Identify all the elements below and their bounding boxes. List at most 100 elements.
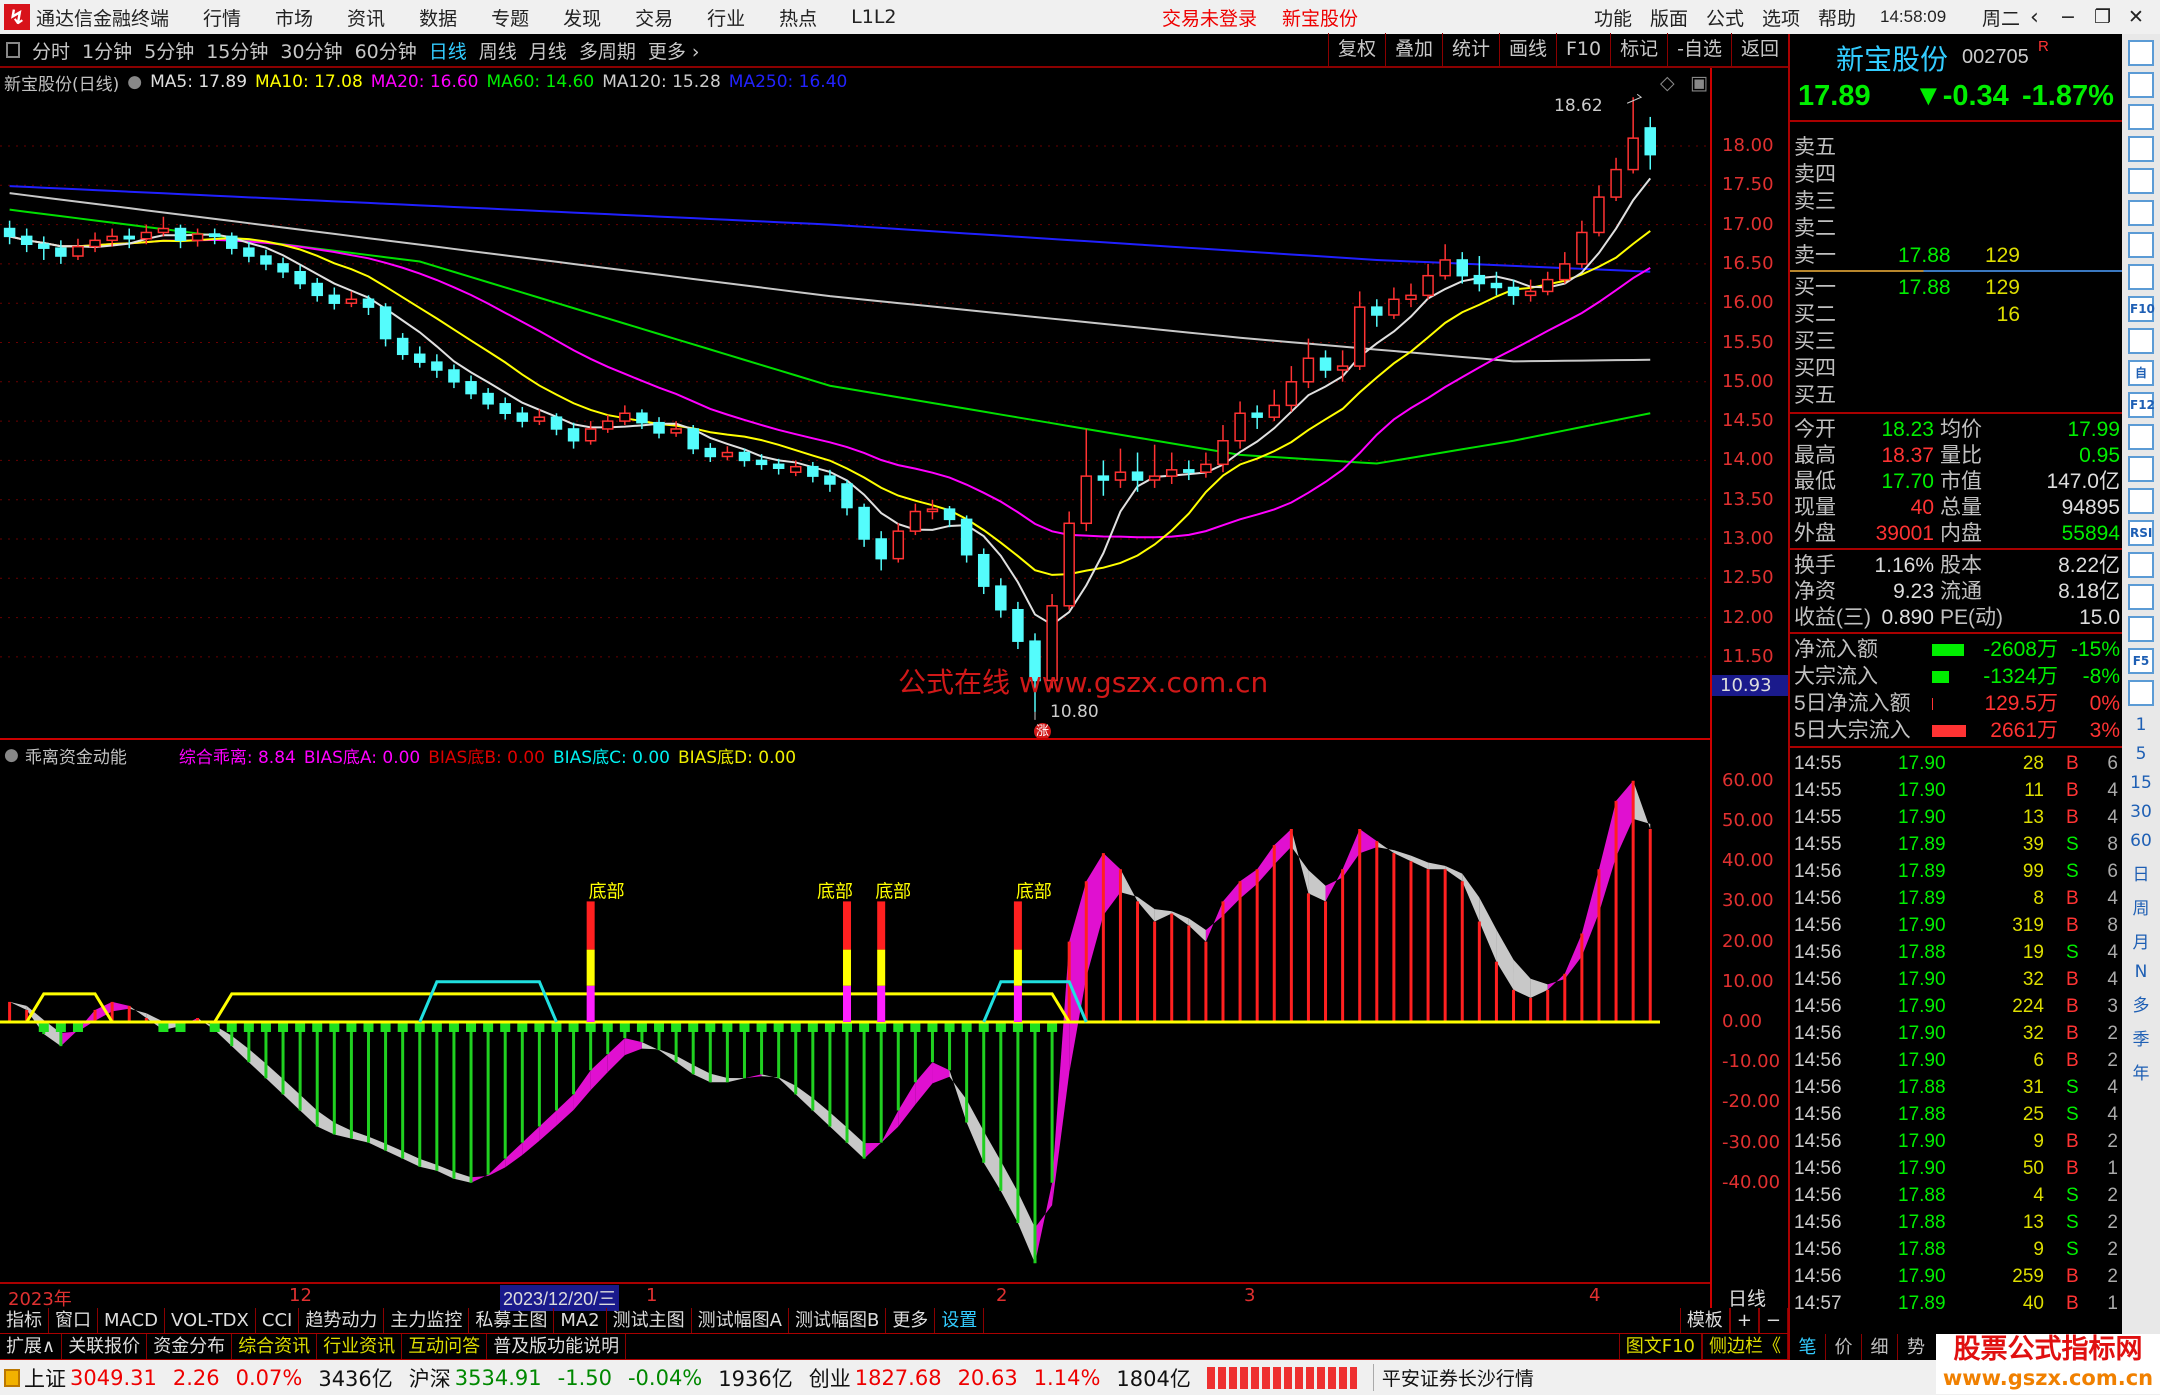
circle-icon[interactable] — [2128, 456, 2154, 482]
mark-button[interactable]: 标记 — [1610, 33, 1667, 67]
period-shortcut[interactable]: 60 — [2130, 831, 2152, 851]
remove-watchlist-button[interactable]: -自选 — [1667, 33, 1731, 67]
indicator-tab[interactable]: MA2 — [554, 1308, 607, 1333]
indicator-tab[interactable]: 私募主图 — [469, 1308, 555, 1333]
extension-tab[interactable]: 行业资讯 — [317, 1334, 403, 1359]
indicator-tab[interactable]: 测试幅图A — [692, 1308, 789, 1333]
cy-label[interactable]: 创业 — [808, 1366, 851, 1391]
template-control[interactable]: + — [1729, 1308, 1759, 1333]
period-weekly[interactable]: 周线 — [478, 40, 517, 63]
table-icon[interactable] — [2128, 168, 2154, 194]
trade-status[interactable]: 交易未登录 — [1162, 7, 1258, 30]
left-arrow-icon[interactable] — [2128, 40, 2154, 66]
period-more[interactable]: 更多 › — [647, 40, 700, 63]
indicator-title[interactable]: 乖离资金动能 — [24, 747, 127, 768]
indicator-tab[interactable]: 趋势动力 — [299, 1308, 385, 1333]
sh-label[interactable]: 上证 — [24, 1366, 66, 1391]
sidebar-control[interactable]: 侧边栏《 — [1702, 1334, 1788, 1359]
indicator-tab[interactable]: VOL-TDX — [165, 1308, 256, 1333]
minimize-button[interactable]: − — [2060, 6, 2076, 28]
extension-tab[interactable]: 关联报价 — [62, 1334, 148, 1359]
indicator-tab[interactable]: 测试主图 — [607, 1308, 692, 1333]
menu-faxian[interactable]: 发现 — [563, 7, 602, 30]
up-arrow-icon[interactable] — [2128, 72, 2154, 98]
panel-toggle-icon[interactable] — [6, 42, 20, 58]
indicator-tab[interactable]: 主力监控 — [384, 1308, 470, 1333]
extension-tab[interactable]: 资金分布 — [147, 1334, 233, 1359]
move-icon[interactable] — [2128, 584, 2154, 610]
menu-gongneng[interactable]: 功能 — [1594, 7, 1633, 30]
line-chart-icon[interactable] — [2128, 200, 2154, 226]
wave-icon[interactable] — [2128, 488, 2154, 514]
extension-tab[interactable]: 扩展∧ — [0, 1334, 63, 1359]
menu-jiaoyi[interactable]: 交易 — [635, 7, 674, 30]
period-shortcut[interactable]: N — [2134, 962, 2148, 982]
period-shortcut[interactable]: 月 — [2132, 933, 2150, 953]
hs-label[interactable]: 沪深 — [408, 1366, 451, 1391]
close-button[interactable]: ✕ — [2128, 6, 2144, 28]
indicator-tab[interactable]: 设置 — [935, 1308, 985, 1333]
menu-zixun[interactable]: 资讯 — [347, 7, 386, 30]
period-shortcut[interactable]: 1 — [2135, 715, 2147, 735]
period-shortcut[interactable]: 季 — [2132, 1030, 2150, 1050]
template-control[interactable]: 模板 — [1679, 1308, 1730, 1333]
period-multi[interactable]: 多周期 — [578, 40, 636, 63]
money-icon[interactable] — [2128, 552, 2154, 578]
sidebar-control[interactable]: 图文F10 — [1618, 1334, 1702, 1359]
overlay-button[interactable]: 叠加 — [1384, 33, 1442, 67]
f12-icon[interactable]: F12 — [2128, 392, 2155, 418]
tab-price[interactable]: 价 — [1826, 1334, 1862, 1360]
period-60min[interactable]: 60分钟 — [354, 40, 417, 63]
market-icon[interactable] — [4, 1368, 20, 1387]
fuquan-button[interactable]: 复权 — [1327, 33, 1385, 67]
menu-zhuanti[interactable]: 专题 — [491, 7, 530, 30]
period-shortcut[interactable]: 日 — [2132, 865, 2150, 885]
tab-trades[interactable]: 笔 — [1790, 1334, 1826, 1360]
menu-hangye[interactable]: 行业 — [707, 7, 746, 30]
period-shortcut[interactable]: 30 — [2130, 802, 2152, 822]
restore-button[interactable]: ❐ — [2094, 6, 2112, 28]
stats-button[interactable]: 统计 — [1441, 33, 1499, 67]
indicator-tab[interactable]: 更多 — [886, 1308, 936, 1333]
template-control[interactable]: − — [1758, 1308, 1788, 1333]
back-icon[interactable]: ‹ — [2030, 4, 2039, 30]
period-5min[interactable]: 5分钟 — [144, 40, 195, 63]
extension-tab[interactable]: 普及版功能说明 — [487, 1334, 627, 1359]
period-daily[interactable]: 日线 — [428, 40, 467, 63]
draw-button[interactable]: 画线 — [1498, 33, 1556, 67]
tab-detail[interactable]: 细 — [1862, 1334, 1898, 1360]
extension-tab[interactable]: 互动问答 — [402, 1334, 488, 1359]
refresh-icon[interactable] — [2128, 680, 2154, 706]
formula-icon[interactable] — [2128, 424, 2154, 450]
indicator-tab[interactable]: 指标 — [0, 1308, 49, 1333]
indicator-tab[interactable]: 窗口 — [49, 1308, 98, 1333]
period-30min[interactable]: 30分钟 — [280, 40, 343, 63]
pencil-icon[interactable] — [2128, 616, 2154, 642]
menu-hangqing[interactable]: 行情 — [203, 7, 242, 30]
report-icon[interactable] — [2128, 136, 2154, 162]
tree-icon[interactable] — [2128, 328, 2154, 354]
window-icon[interactable]: ▣ — [1690, 72, 1708, 94]
indicator-tab[interactable]: CCI — [256, 1308, 300, 1333]
menu-bangzhu[interactable]: 帮助 — [1818, 7, 1857, 30]
period-shortcut[interactable]: 周 — [2132, 899, 2150, 919]
f5-icon[interactable]: F5 — [2128, 648, 2154, 674]
indicator-tab[interactable]: MACD — [98, 1308, 165, 1333]
pane-divider[interactable] — [0, 738, 1710, 740]
period-shortcut[interactable]: 年 — [2132, 1064, 2150, 1084]
down-arrow-icon[interactable] — [2128, 104, 2154, 130]
extension-tab[interactable]: 综合资讯 — [232, 1334, 318, 1359]
period-1min[interactable]: 1分钟 — [82, 40, 133, 63]
f10-button[interactable]: F10 — [1556, 33, 1610, 67]
menu-gongshi[interactable]: 公式 — [1706, 7, 1745, 30]
diamond-icon[interactable]: ◇ — [1660, 72, 1675, 94]
windows-icon[interactable] — [2128, 264, 2154, 290]
period-shortcut[interactable]: 15 — [2130, 773, 2152, 793]
period-shortcut[interactable]: 多 — [2132, 996, 2150, 1016]
candle-chart-icon[interactable] — [2128, 232, 2154, 258]
menu-redian[interactable]: 热点 — [779, 7, 818, 30]
f10-icon[interactable]: F10 — [2128, 296, 2155, 322]
collapse-icon[interactable]: ● — [127, 72, 143, 92]
rsi-icon[interactable]: RSI — [2128, 520, 2154, 546]
indicator-chart[interactable]: 底部 底部 底部 底部 — [0, 740, 1710, 1282]
